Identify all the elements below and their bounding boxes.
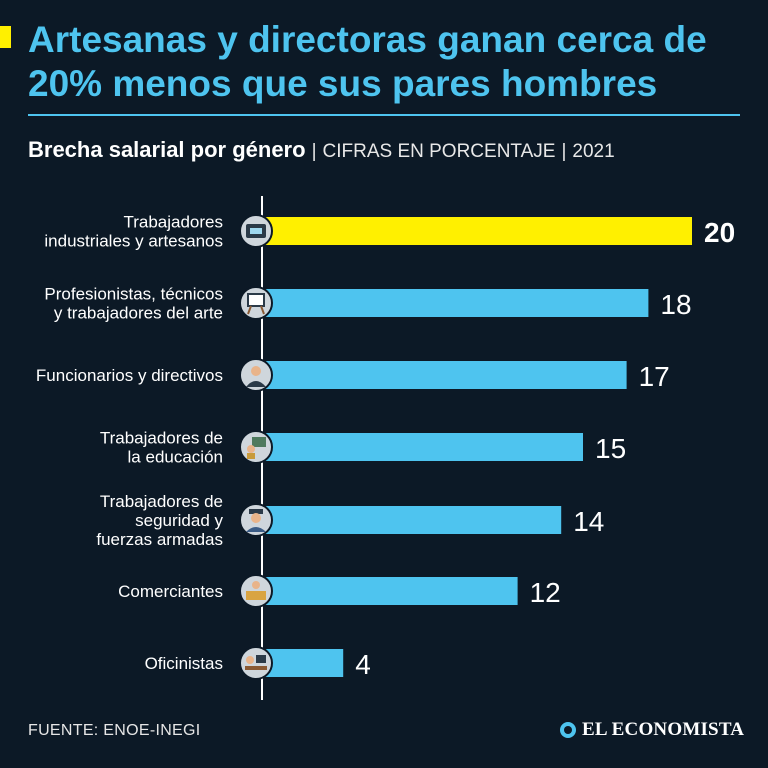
bar xyxy=(256,506,562,534)
police-cap xyxy=(249,509,263,514)
category-label-line: y trabajadores del arte xyxy=(54,304,223,323)
category-label: Trabajadores industriales y artesanos xyxy=(44,213,223,251)
businesswoman-icon xyxy=(239,358,273,392)
police-officer-icon xyxy=(239,503,273,537)
bar xyxy=(256,289,649,317)
teacher-head xyxy=(247,445,255,453)
data-label: 4 xyxy=(355,649,371,680)
data-label: 17 xyxy=(639,361,670,392)
person-head xyxy=(251,366,261,376)
bar xyxy=(256,433,583,461)
category-label: Comerciantes xyxy=(118,582,223,601)
category-label-line: fuerzas armadas xyxy=(96,530,223,549)
easel-art-icon xyxy=(239,286,273,320)
data-label: 18 xyxy=(660,289,691,320)
page-title: Artesanas y directoras ganan cerca de 20… xyxy=(28,19,707,104)
logo-mark-icon xyxy=(560,722,576,738)
police-head xyxy=(251,513,261,523)
publisher-logo: EL ECONOMISTA xyxy=(560,719,744,741)
teacher-icon xyxy=(239,430,273,464)
subtitle-year: 2021 xyxy=(572,141,615,162)
category-label: Trabajadores de la educación xyxy=(100,429,223,467)
logo-text: EL ECONOMISTA xyxy=(582,719,745,740)
category-label-line: Funcionarios y directivos xyxy=(36,366,223,385)
data-label: 15 xyxy=(595,433,626,464)
bar xyxy=(256,217,692,245)
category-label: Trabajadores de seguridad y fuerzas armada… xyxy=(96,492,223,549)
merchant-head xyxy=(252,581,260,589)
machine-screen xyxy=(250,228,262,234)
teacher-body xyxy=(247,453,255,459)
easel-leg xyxy=(260,305,265,315)
category-label-line: industriales y artesanos xyxy=(44,232,223,251)
subtitle-separator: | xyxy=(311,141,317,162)
factory-machine-icon xyxy=(239,214,273,248)
source-note: FUENTE: ENOE-INEGI xyxy=(28,722,201,739)
office-worker-icon xyxy=(239,646,273,680)
merchant-counter-icon xyxy=(239,574,273,608)
chalkboard xyxy=(252,437,266,447)
category-label-line: Profesionistas, técnicos xyxy=(44,285,223,304)
subtitle-separator-2: | xyxy=(561,141,567,162)
worker-head xyxy=(246,656,254,664)
subtitle-units: CIFRAS EN PORCENTAJE xyxy=(322,141,556,162)
monitor xyxy=(256,655,266,663)
category-label-line: Oficinistas xyxy=(145,654,223,673)
category-label-line: Comerciantes xyxy=(118,582,223,601)
counter xyxy=(246,591,266,600)
category-label: Oficinistas xyxy=(145,654,223,673)
bar xyxy=(256,577,518,605)
easel-canvas xyxy=(247,293,265,307)
subtitle-main: Brecha salarial por género xyxy=(28,137,306,162)
title-divider xyxy=(28,114,740,116)
data-label: 12 xyxy=(530,577,561,608)
category-label: Profesionistas, técnicos y trabajadores d… xyxy=(44,285,223,323)
bar xyxy=(256,361,627,389)
category-label-line: Trabajadores de xyxy=(100,429,223,448)
category-label-line: Trabajadores de xyxy=(100,492,223,511)
category-label-line: Trabajadores xyxy=(123,213,223,232)
person-body xyxy=(246,381,266,387)
desk xyxy=(245,666,267,670)
title-accent-mark xyxy=(0,26,11,48)
category-label: Funcionarios y directivos xyxy=(36,366,223,385)
police-body xyxy=(246,527,266,532)
data-label: 20 xyxy=(704,217,735,248)
chart-subtitle: Brecha salarial por género | CIFRAS EN POR… xyxy=(28,136,615,166)
category-label-line: seguridad y xyxy=(135,511,223,530)
category-label-line: la educación xyxy=(128,448,223,467)
data-label: 14 xyxy=(573,506,604,537)
easel-leg xyxy=(247,305,252,315)
